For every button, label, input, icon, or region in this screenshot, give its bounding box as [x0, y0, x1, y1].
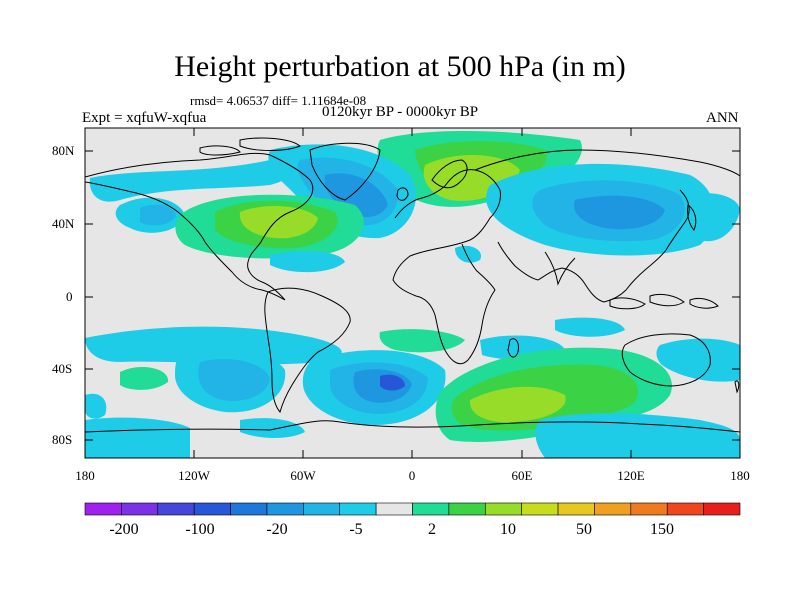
colorbar-swatch [412, 502, 450, 516]
colorbar-label: 50 [576, 521, 592, 538]
colorbar-swatch [666, 502, 704, 516]
lon-label: 0 [409, 468, 416, 483]
colorbar-swatch [448, 502, 486, 516]
plot-title: Height perturbation at 500 hPa (in m) [174, 50, 626, 83]
colorbar-swatch [630, 502, 668, 516]
colorbar-swatch [84, 502, 122, 516]
lon-label: 60E [512, 468, 533, 483]
colorbar-label: 10 [500, 521, 516, 538]
colorbar-swatch [594, 502, 632, 516]
axis-ticks [85, 128, 740, 458]
colorbar-label: -20 [266, 521, 287, 538]
colorbar-label: -5 [349, 521, 362, 538]
season-label: ANN [706, 110, 739, 126]
colorbar-swatch [484, 502, 522, 516]
experiment-label: Expt = xqfuW-xqfua [82, 110, 207, 126]
lat-label: 0 [66, 289, 73, 304]
colorbar-label: 2 [428, 521, 436, 538]
colorbar-swatch [121, 502, 159, 516]
lat-label: 40N [52, 216, 75, 231]
colorbar-swatch [557, 502, 595, 516]
lon-label: 60W [290, 468, 316, 483]
lat-label: 40S [52, 361, 72, 376]
stats-line: rmsd= 4.06537 diff= 1.11684e-08 [190, 93, 367, 108]
colorbar-swatch [230, 502, 268, 516]
lon-label: 180 [730, 468, 750, 483]
colorbar-label: -100 [185, 521, 214, 538]
colorbar-swatch [339, 502, 377, 516]
lon-label: 180 [75, 468, 95, 483]
colorbar-label: -200 [109, 521, 138, 538]
colorbar-swatch [521, 502, 559, 516]
period-label: 0120kyr BP - 0000kyr BP [322, 104, 479, 120]
colorbar-swatch [375, 502, 413, 516]
lon-label: 120W [178, 468, 211, 483]
colorbar-swatch [303, 502, 341, 516]
lat-label: 80N [52, 143, 75, 158]
colorbar-swatch [703, 502, 741, 516]
colorbar-swatch [266, 502, 304, 516]
colorbar [84, 502, 741, 516]
colorbar-swatch [157, 502, 195, 516]
colorbar-swatch [193, 502, 231, 516]
coastlines [85, 137, 740, 433]
lat-label: 80S [52, 432, 72, 447]
colorbar-label: 150 [650, 521, 674, 538]
height-anomaly-shading [85, 131, 740, 458]
lon-label: 120E [617, 468, 645, 483]
